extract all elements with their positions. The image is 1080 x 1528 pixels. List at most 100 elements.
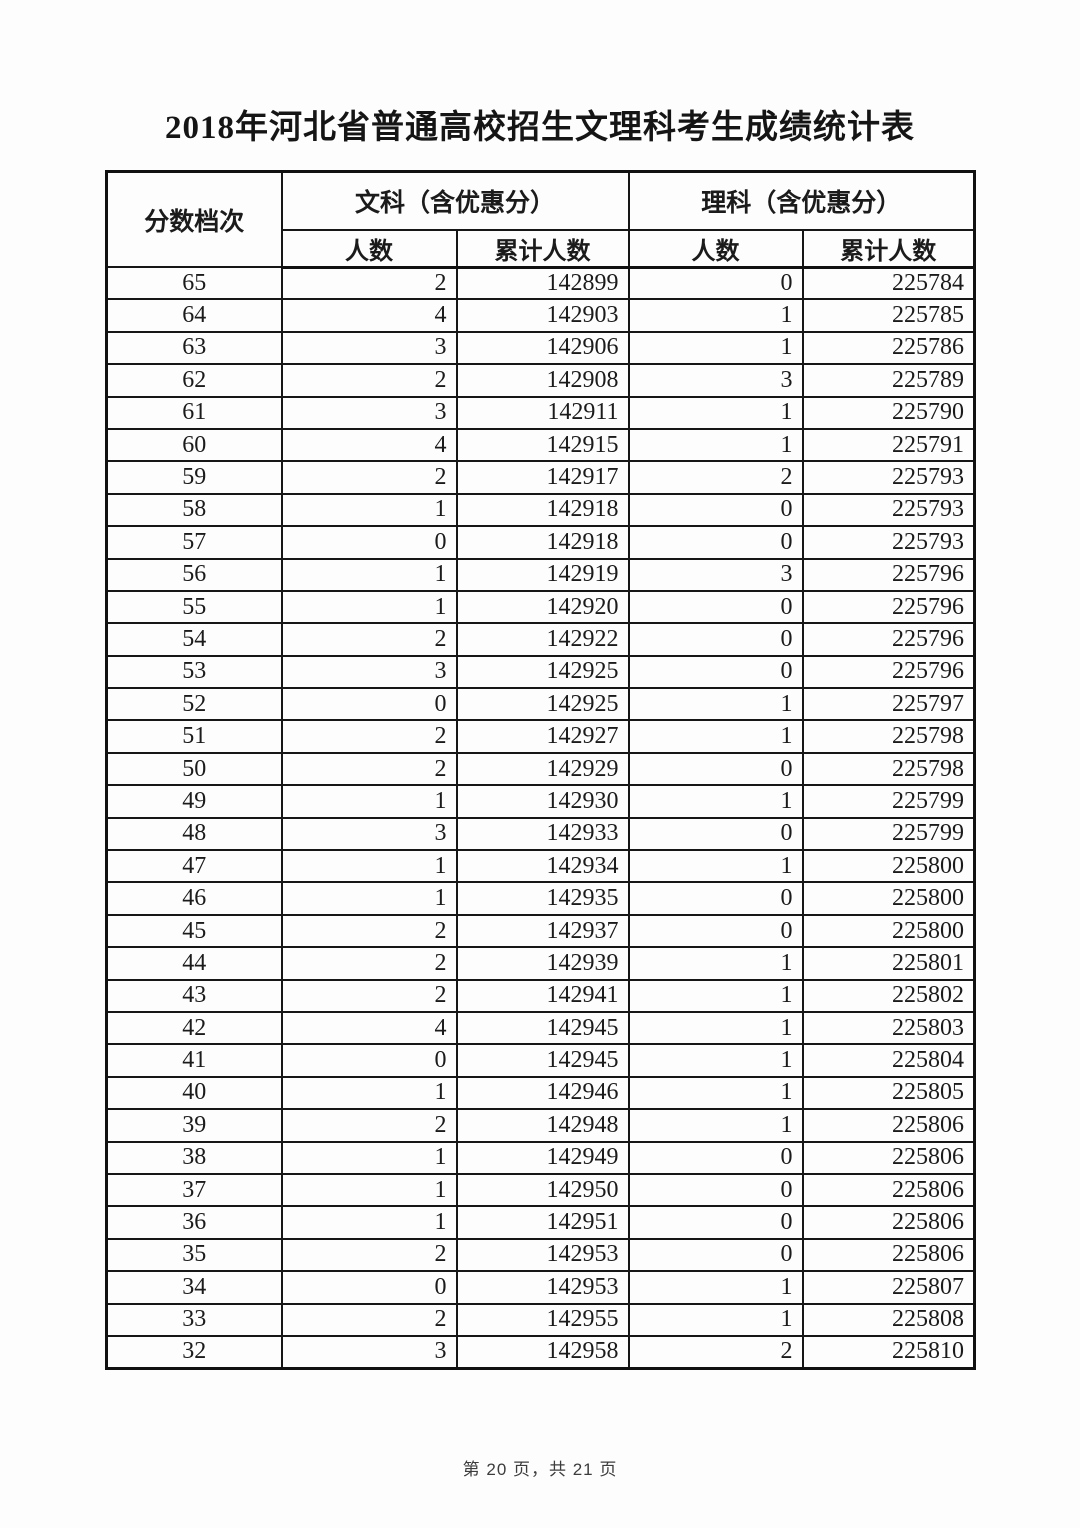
science-count-cell: 2 bbox=[627, 460, 804, 495]
table-row: 55 1 142920 0 225796 bbox=[105, 589, 976, 625]
arts-count-cell: 3 bbox=[280, 1334, 458, 1370]
table-row: 65 2 142899 0 225784 bbox=[105, 265, 976, 301]
score-cell: 45 bbox=[105, 913, 283, 949]
column-header-science-group: 理科（含优惠分） bbox=[627, 170, 976, 231]
arts-cumulative-cell: 142925 bbox=[455, 654, 630, 690]
sub-header-row: 人数 累计人数 人数 累计人数 bbox=[107, 228, 976, 269]
arts-cumulative-cell: 142945 bbox=[455, 1043, 630, 1078]
arts-cumulative-cell: 142953 bbox=[455, 1270, 630, 1305]
science-count-cell: 0 bbox=[627, 265, 804, 301]
score-cell: 42 bbox=[105, 1010, 283, 1046]
arts-count-cell: 0 bbox=[280, 1270, 458, 1305]
table-row: 56 1 142919 3 225796 bbox=[105, 557, 976, 592]
arts-count-cell: 1 bbox=[280, 784, 458, 819]
table-row: 43 2 142941 1 225802 bbox=[105, 978, 976, 1013]
score-cell: 44 bbox=[105, 946, 283, 981]
arts-cumulative-cell: 142948 bbox=[455, 1108, 630, 1143]
table-row: 34 0 142953 1 225807 bbox=[105, 1270, 976, 1305]
science-count-cell: 0 bbox=[627, 1172, 804, 1208]
arts-count-cell: 1 bbox=[280, 1205, 458, 1240]
score-cell: 63 bbox=[105, 330, 283, 366]
science-count-cell: 0 bbox=[627, 816, 804, 852]
table-row: 41 0 142945 1 225804 bbox=[105, 1043, 976, 1078]
science-count-cell: 3 bbox=[627, 557, 804, 592]
score-cell: 47 bbox=[105, 849, 283, 884]
science-count-cell: 0 bbox=[627, 492, 804, 528]
column-header-science-cumulative: 累计人数 bbox=[801, 228, 976, 269]
science-count-cell: 3 bbox=[627, 363, 804, 398]
score-cell: 61 bbox=[105, 395, 283, 430]
science-cumulative-cell: 225800 bbox=[801, 881, 976, 916]
science-count-cell: 0 bbox=[627, 1140, 804, 1175]
science-cumulative-cell: 225805 bbox=[801, 1075, 976, 1111]
score-cell: 65 bbox=[105, 265, 283, 301]
score-cell: 64 bbox=[105, 298, 283, 333]
science-cumulative-cell: 225793 bbox=[801, 492, 976, 528]
science-count-cell: 0 bbox=[627, 1205, 804, 1240]
score-cell: 34 bbox=[105, 1270, 283, 1305]
arts-count-cell: 2 bbox=[280, 622, 458, 657]
arts-cumulative-cell: 142935 bbox=[455, 881, 630, 916]
table-row: 35 2 142953 0 225806 bbox=[105, 1237, 976, 1273]
science-cumulative-cell: 225796 bbox=[801, 557, 976, 592]
science-cumulative-cell: 225806 bbox=[801, 1108, 976, 1143]
arts-cumulative-cell: 142955 bbox=[455, 1302, 630, 1337]
score-cell: 48 bbox=[105, 816, 283, 852]
science-cumulative-cell: 225803 bbox=[801, 1010, 976, 1046]
science-count-cell: 0 bbox=[627, 525, 804, 560]
science-count-cell: 0 bbox=[627, 1237, 804, 1273]
table-row: 63 3 142906 1 225786 bbox=[105, 330, 976, 366]
science-cumulative-cell: 225799 bbox=[801, 784, 976, 819]
science-count-cell: 1 bbox=[627, 1010, 804, 1046]
arts-cumulative-cell: 142927 bbox=[455, 719, 630, 754]
science-cumulative-cell: 225793 bbox=[801, 525, 976, 560]
arts-count-cell: 2 bbox=[280, 363, 458, 398]
arts-count-cell: 2 bbox=[280, 460, 458, 495]
score-cell: 37 bbox=[105, 1172, 283, 1208]
arts-cumulative-cell: 142925 bbox=[455, 687, 630, 722]
score-cell: 58 bbox=[105, 492, 283, 528]
score-cell: 38 bbox=[105, 1140, 283, 1175]
science-count-cell: 1 bbox=[627, 1302, 804, 1337]
page-number-footer: 第 20 页，共 21 页 bbox=[462, 1460, 618, 1479]
table-row: 59 2 142917 2 225793 bbox=[105, 460, 976, 495]
arts-count-cell: 2 bbox=[280, 946, 458, 981]
arts-count-cell: 1 bbox=[280, 1140, 458, 1175]
page-title: 2018年河北省普通高校招生文理科考生成绩统计表 bbox=[165, 110, 915, 146]
arts-count-cell: 1 bbox=[280, 557, 458, 592]
table-row: 44 2 142939 1 225801 bbox=[105, 946, 976, 981]
science-cumulative-cell: 225799 bbox=[801, 816, 976, 852]
arts-cumulative-cell: 142941 bbox=[455, 978, 630, 1013]
arts-count-cell: 1 bbox=[280, 1172, 458, 1208]
arts-count-cell: 3 bbox=[280, 816, 458, 852]
group-header-row: 分数档次 文科（含优惠分） 理科（含优惠分） bbox=[105, 170, 976, 268]
science-cumulative-cell: 225806 bbox=[801, 1205, 976, 1240]
science-count-cell: 0 bbox=[627, 589, 804, 625]
arts-cumulative-cell: 142918 bbox=[455, 525, 630, 560]
score-cell: 36 bbox=[105, 1205, 283, 1240]
table-row: 33 2 142955 1 225808 bbox=[105, 1302, 976, 1337]
table-row: 46 1 142935 0 225800 bbox=[105, 881, 976, 916]
score-cell: 53 bbox=[105, 654, 283, 690]
score-cell: 49 bbox=[105, 784, 283, 819]
table-row: 51 2 142927 1 225798 bbox=[105, 719, 976, 754]
score-cell: 35 bbox=[105, 1237, 283, 1273]
science-count-cell: 1 bbox=[627, 1108, 804, 1143]
science-count-cell: 0 bbox=[627, 913, 804, 949]
arts-cumulative-cell: 142903 bbox=[455, 298, 630, 333]
science-cumulative-cell: 225804 bbox=[801, 1043, 976, 1078]
arts-cumulative-cell: 142930 bbox=[455, 784, 630, 819]
science-cumulative-cell: 225808 bbox=[801, 1302, 976, 1337]
score-table-body: 65 2 142899 0 225784 64 4 142903 1 225785 63 3 14290… bbox=[105, 265, 976, 1370]
arts-cumulative-cell: 142899 bbox=[455, 265, 630, 301]
table-row: 36 1 142951 0 225806 bbox=[105, 1205, 976, 1240]
score-cell: 46 bbox=[105, 881, 283, 916]
score-cell: 57 bbox=[105, 525, 283, 560]
science-cumulative-cell: 225806 bbox=[801, 1172, 976, 1208]
science-count-cell: 1 bbox=[627, 1043, 804, 1078]
table-row: 52 0 142925 1 225797 bbox=[105, 687, 976, 722]
science-cumulative-cell: 225806 bbox=[801, 1237, 976, 1273]
science-count-cell: 1 bbox=[627, 687, 804, 722]
score-cell: 54 bbox=[105, 622, 283, 657]
score-cell: 50 bbox=[105, 751, 283, 787]
